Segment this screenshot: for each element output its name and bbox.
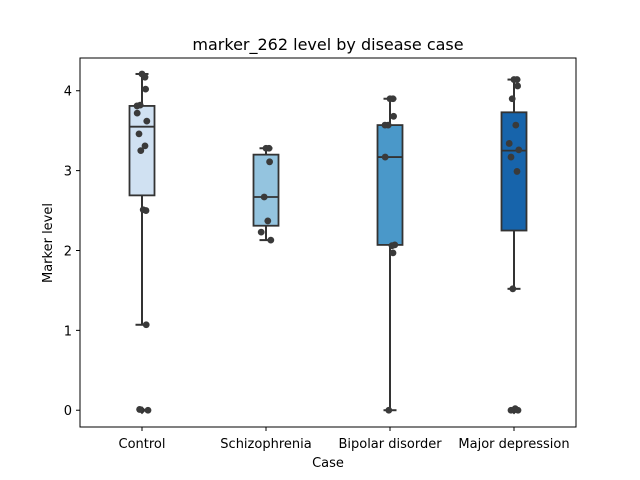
data-point-2-2	[390, 112, 397, 120]
y-axis-label: Marker level	[41, 203, 56, 283]
x-tick-label-2: Bipolar disorder	[338, 437, 442, 452]
data-point-1-3	[260, 193, 268, 201]
data-point-0-2	[142, 85, 150, 93]
data-point-2-7	[388, 242, 396, 250]
data-point-3-12	[507, 406, 515, 414]
x-tick-label-1: Schizophrenia	[220, 437, 311, 452]
data-point-1-1	[265, 144, 273, 152]
data-point-0-11	[142, 207, 150, 214]
data-point-3-8	[513, 168, 521, 175]
data-point-0-8	[141, 142, 149, 150]
data-point-0-13	[136, 406, 144, 413]
data-point-0-1	[141, 73, 149, 81]
data-point-2-5	[381, 153, 389, 161]
data-point-0-12	[142, 321, 150, 329]
x-tick-label-0: Control	[119, 437, 166, 452]
data-point-2-8	[389, 249, 397, 257]
data-point-2-1	[389, 95, 397, 103]
y-tick-label-0: 0	[64, 404, 72, 419]
data-point-3-5	[505, 140, 513, 147]
x-axis-label: Case	[312, 456, 344, 471]
x-tick-label-3: Major depression	[458, 437, 569, 452]
data-point-3-4	[512, 121, 520, 129]
data-point-3-9	[509, 285, 517, 293]
data-point-0-5	[133, 109, 141, 117]
plot-frame	[79, 57, 577, 428]
data-point-3-2	[514, 82, 521, 90]
data-point-3-3	[508, 95, 516, 103]
data-point-2-9	[385, 406, 393, 414]
data-point-3-1	[513, 76, 521, 83]
data-point-1-2	[266, 158, 273, 166]
data-point-0-4	[133, 102, 141, 110]
y-tick-label-4: 4	[64, 85, 72, 100]
chart-title: marker_262 level by disease case	[192, 35, 463, 55]
plot-area: 0 1 2 3 4 Control Schizophrenia Bipolar disorde…	[64, 70, 570, 452]
data-point-3-6	[515, 146, 523, 154]
data-point-1-6	[267, 236, 275, 244]
data-point-1-5	[257, 228, 265, 236]
data-point-0-6	[143, 117, 151, 125]
data-point-1-4	[264, 217, 272, 225]
data-point-3-11	[514, 406, 522, 414]
box-1	[252, 153, 280, 227]
data-point-0-7	[135, 130, 143, 138]
data-point-3-7	[507, 153, 515, 161]
data-point-2-4	[381, 121, 389, 129]
data-point-0-9	[137, 147, 145, 155]
y-tick-label-1: 1	[64, 324, 72, 339]
y-tick-label-2: 2	[64, 244, 72, 259]
box-2	[376, 124, 404, 246]
data-point-0-14	[144, 406, 152, 414]
y-tick-label-3: 3	[64, 165, 72, 180]
